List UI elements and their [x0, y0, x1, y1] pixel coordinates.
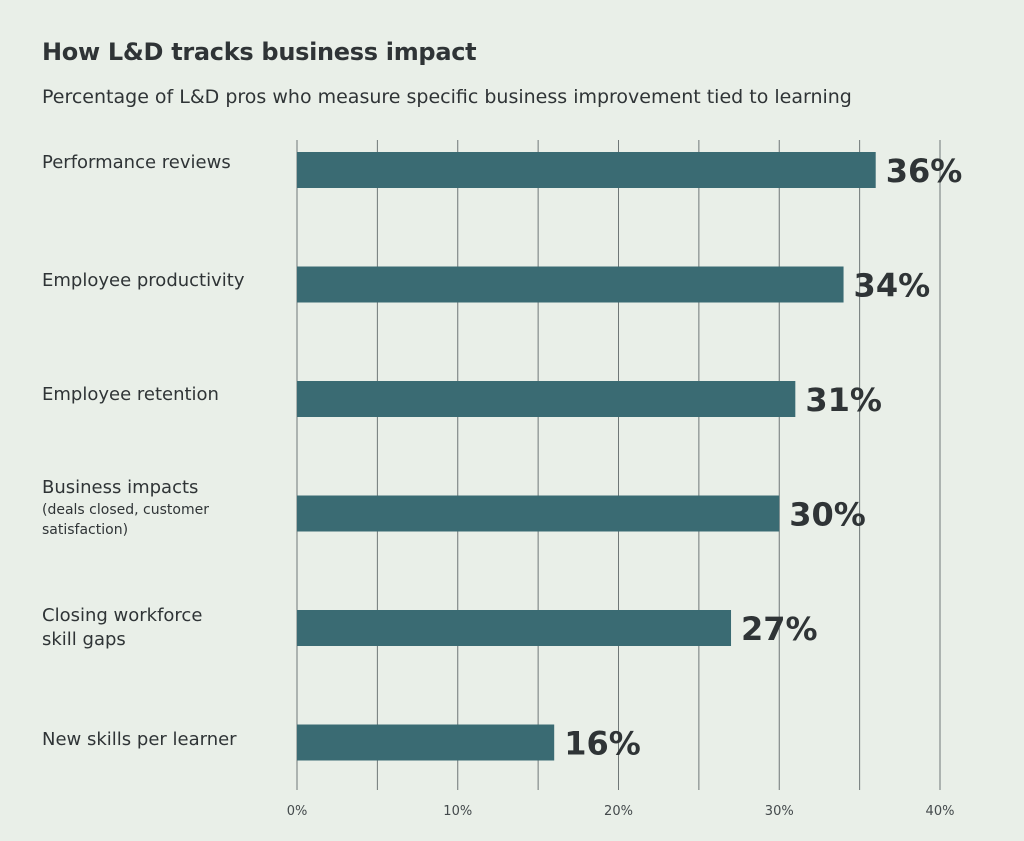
- x-tick-label: 0%: [287, 804, 308, 819]
- bar-value-label: 16%: [564, 725, 641, 763]
- category-label-text: Closing workforce skill gaps: [42, 605, 203, 650]
- bar-value-label: 34%: [854, 267, 931, 305]
- x-tick-label: 40%: [926, 804, 955, 819]
- category-label: Employee productivity: [42, 269, 244, 293]
- category-label-text: Business impacts: [42, 477, 199, 498]
- bar: [297, 152, 876, 188]
- category-label: Employee retention: [42, 383, 219, 407]
- category-label: Business impacts (deals closed, customer …: [42, 476, 242, 540]
- category-label-text: Employee retention: [42, 384, 219, 405]
- bar-value-label: 31%: [805, 381, 882, 419]
- category-label-text: Performance reviews: [42, 152, 231, 173]
- bar-value-label: 27%: [741, 610, 818, 648]
- x-tick-label: 30%: [765, 804, 794, 819]
- category-label: Performance reviews: [42, 151, 231, 175]
- x-tick-label: 10%: [443, 804, 472, 819]
- category-sublabel: (deals closed, customer satisfaction): [42, 502, 209, 538]
- category-label: New skills per learner: [42, 728, 237, 752]
- x-tick-label: 20%: [604, 804, 633, 819]
- chart-title: How L&D tracks business impact: [42, 38, 477, 66]
- bar: [297, 266, 844, 303]
- bar: [297, 381, 796, 417]
- category-label: Closing workforce skill gaps: [42, 604, 222, 652]
- bar: [297, 724, 555, 761]
- bar: [297, 610, 732, 646]
- chart-subtitle: Percentage of L&D pros who measure speci…: [42, 86, 852, 108]
- bar-value-label: 30%: [789, 496, 866, 534]
- category-label-text: New skills per learner: [42, 729, 237, 750]
- bar: [297, 495, 780, 532]
- bar-value-label: 36%: [886, 152, 963, 190]
- category-label-text: Employee productivity: [42, 270, 245, 291]
